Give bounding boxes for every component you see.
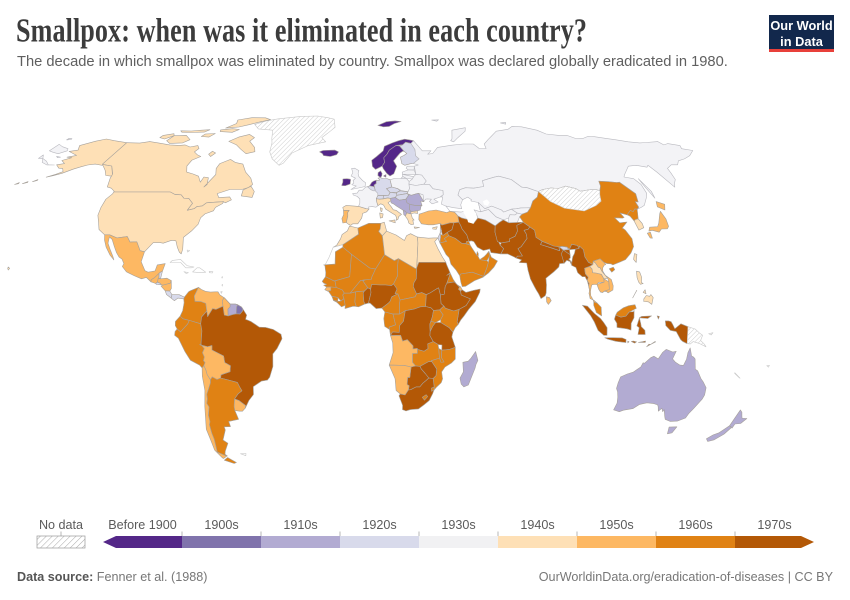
svg-text:1910s: 1910s	[283, 518, 317, 532]
svg-text:1960s: 1960s	[678, 518, 712, 532]
svg-text:Before 1900: Before 1900	[108, 518, 177, 532]
svg-text:1970s: 1970s	[757, 518, 791, 532]
svg-text:1930s: 1930s	[441, 518, 475, 532]
svg-text:1920s: 1920s	[362, 518, 396, 532]
svg-text:1940s: 1940s	[520, 518, 554, 532]
svg-text:1900s: 1900s	[204, 518, 238, 532]
svg-text:1950s: 1950s	[599, 518, 633, 532]
svg-text:No data: No data	[39, 518, 83, 532]
